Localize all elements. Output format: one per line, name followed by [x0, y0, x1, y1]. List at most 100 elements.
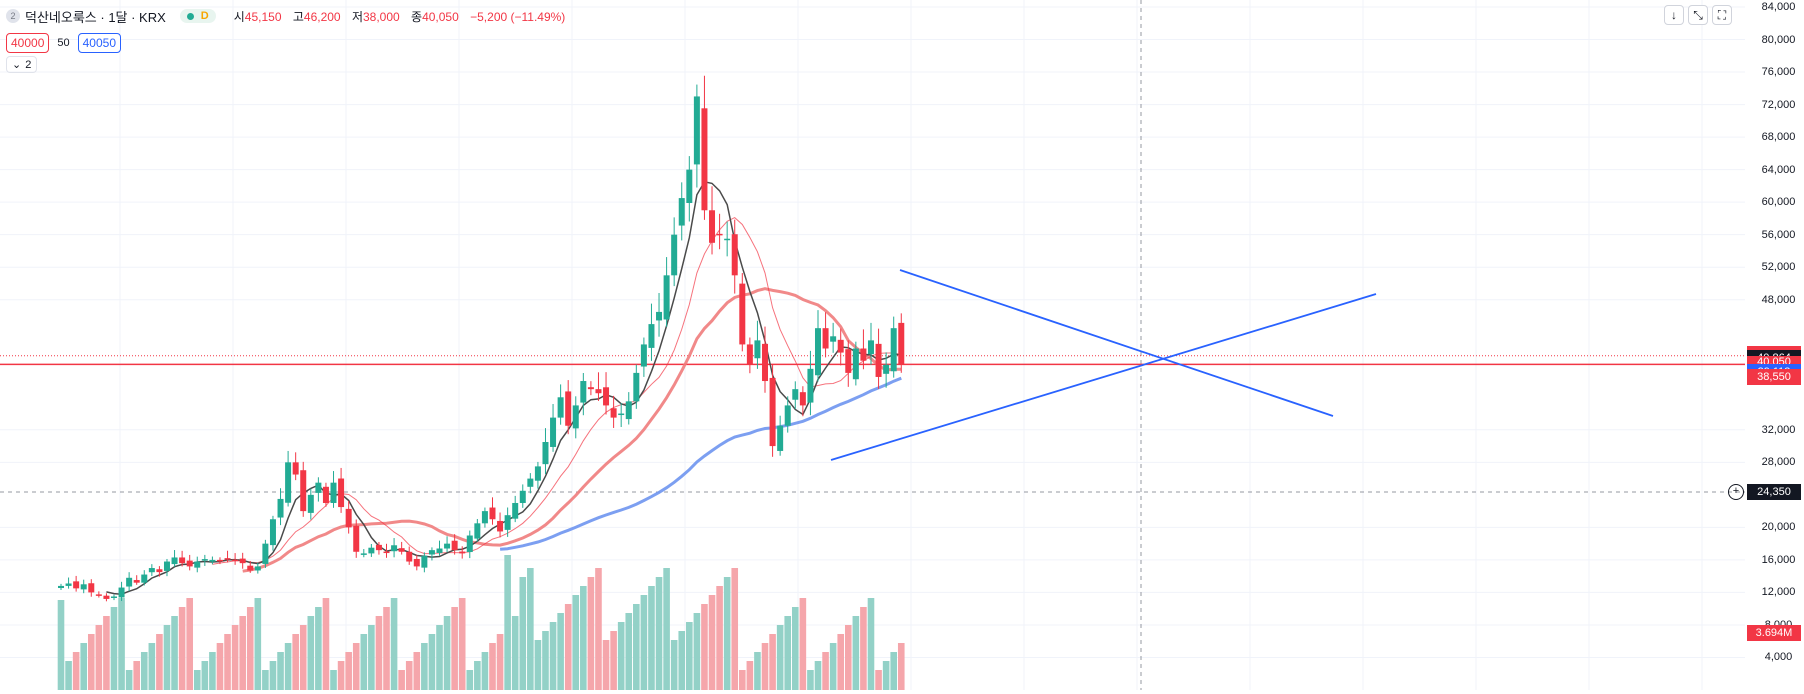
- volume-bar-up: [648, 586, 655, 690]
- candle-down: [247, 565, 254, 571]
- volume-bar-up: [663, 568, 670, 690]
- volume-bar-down: [489, 643, 496, 690]
- volume-bar-down: [95, 625, 103, 690]
- candle-up: [792, 389, 799, 400]
- price-axis-tick: 68,000: [1761, 131, 1796, 144]
- candle-up: [391, 545, 398, 552]
- volume-bar-down: [897, 643, 905, 690]
- volume-bar-down: [352, 643, 360, 690]
- candle-up: [625, 401, 632, 420]
- volume-bar-down: [239, 616, 246, 690]
- plus-circle-icon[interactable]: +: [1728, 484, 1744, 500]
- candle-up: [148, 568, 155, 573]
- candle-up: [262, 543, 269, 564]
- price-label-value: 38,550: [1757, 370, 1791, 383]
- arrow-down-icon[interactable]: ↓: [1664, 5, 1684, 25]
- volume-bar-up: [57, 600, 65, 690]
- candle-up: [830, 336, 837, 342]
- volume-bar-down: [383, 607, 390, 690]
- candle-down: [603, 387, 610, 406]
- ma-short-line: [106, 180, 902, 595]
- volume-label: 3.694M: [1747, 625, 1801, 641]
- candle-up: [618, 413, 625, 416]
- price-axis-tick: 80,000: [1761, 33, 1796, 46]
- collapse-icon[interactable]: ⤡: [1688, 5, 1708, 25]
- candle-up: [724, 238, 731, 241]
- volume-bar-down: [186, 598, 193, 690]
- price-axis-tick: 32,000: [1761, 423, 1796, 436]
- volume-bar-down: [769, 634, 776, 690]
- candle-up: [807, 368, 814, 403]
- volume-bar-down: [799, 598, 807, 690]
- candle-down: [701, 108, 708, 211]
- candle-up: [466, 535, 473, 553]
- close-label: 종: [411, 9, 423, 24]
- volume-bar-up: [534, 640, 542, 690]
- candle-down: [731, 234, 738, 276]
- volume-bar-down: [564, 604, 572, 690]
- candle-down: [232, 559, 239, 562]
- candle-up: [648, 324, 655, 348]
- volume-bar-up: [269, 661, 277, 690]
- volume-bar-up: [360, 634, 368, 690]
- volume-bar-up: [428, 634, 436, 690]
- order-quantity[interactable]: 50: [57, 37, 70, 49]
- buy-price-button[interactable]: 40050: [77, 33, 121, 53]
- fullscreen-icon[interactable]: ⛶: [1712, 5, 1732, 25]
- candle-up: [421, 555, 428, 568]
- candle-down: [224, 558, 231, 560]
- price-axis-tick: 4,000: [1764, 651, 1793, 664]
- trade-panel: 40000 50 40050: [6, 33, 121, 53]
- sell-price-button[interactable]: 40000: [6, 33, 50, 53]
- volume-bar-up: [118, 598, 125, 690]
- candle-up: [58, 585, 64, 589]
- candle-up: [360, 553, 367, 555]
- volume-bar-down: [822, 652, 829, 690]
- candle-down: [709, 210, 716, 243]
- candle-up: [110, 596, 117, 598]
- high-label: 고: [292, 9, 304, 24]
- volume-bar-down: [708, 595, 716, 690]
- volume-bar-up: [171, 616, 178, 690]
- candle-up: [481, 511, 488, 524]
- volume-bar-down: [375, 616, 383, 690]
- candle-down: [845, 349, 852, 373]
- volume-bar-up: [330, 670, 337, 690]
- candle-up: [171, 557, 178, 565]
- candle-down: [413, 558, 420, 567]
- volume-bar-up: [193, 670, 201, 690]
- volume-bar-up: [882, 661, 890, 690]
- close-value: 40,050: [422, 9, 459, 24]
- candle-down: [383, 551, 390, 554]
- candle-up: [534, 466, 541, 481]
- candle-down: [451, 540, 458, 551]
- volume-bar-down: [458, 598, 466, 690]
- candle-down: [799, 392, 806, 406]
- price-axis-tick: 28,000: [1761, 456, 1796, 469]
- candle-down: [769, 377, 776, 447]
- market-status[interactable]: D: [179, 9, 216, 23]
- candle-up: [527, 478, 534, 487]
- volume-bar-down: [87, 634, 95, 690]
- candle-up: [163, 561, 170, 571]
- symbol-title[interactable]: 덕산네오룩스 · 1달 · KRX: [25, 9, 166, 25]
- low-label: 저: [351, 9, 363, 24]
- candle-down: [497, 520, 504, 532]
- candle-up: [890, 328, 897, 372]
- volume-bar-up: [791, 607, 799, 690]
- price-axis-tick: 84,000: [1761, 1, 1796, 13]
- indicators-toggle[interactable]: ⌄ 2: [6, 56, 38, 73]
- candle-up: [550, 417, 557, 447]
- candle-down: [587, 387, 594, 390]
- symbol-badge[interactable]: 2: [6, 9, 20, 23]
- candle-down: [565, 391, 572, 426]
- candle-up: [678, 198, 685, 226]
- candle-up: [663, 275, 670, 320]
- volume-bar-up: [686, 622, 693, 690]
- candle-down: [179, 557, 186, 564]
- volume-bar-up: [625, 613, 633, 690]
- candle-up: [141, 574, 148, 583]
- volume-bar-down: [701, 604, 708, 690]
- volume-bar-down: [156, 634, 163, 690]
